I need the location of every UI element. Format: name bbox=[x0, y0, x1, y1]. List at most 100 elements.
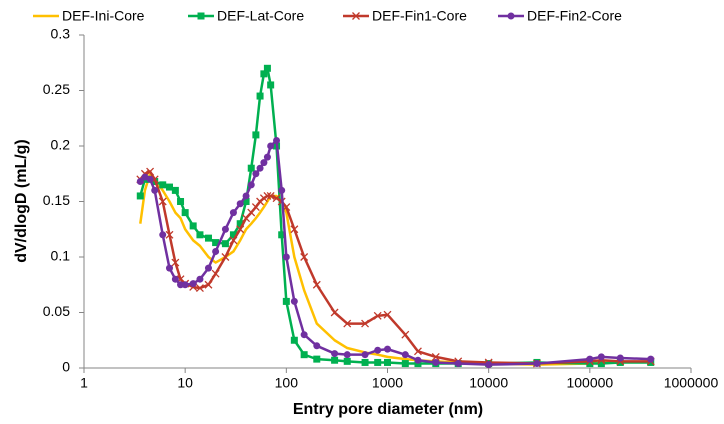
marker bbox=[221, 240, 229, 248]
marker bbox=[414, 356, 422, 364]
x-tick-label: 10 bbox=[177, 375, 193, 391]
marker bbox=[221, 225, 229, 233]
marker bbox=[300, 351, 308, 359]
marker bbox=[597, 353, 605, 361]
marker bbox=[507, 12, 515, 20]
marker bbox=[211, 269, 220, 278]
marker bbox=[290, 297, 298, 305]
marker bbox=[247, 208, 256, 217]
marker bbox=[290, 225, 299, 234]
marker bbox=[374, 358, 382, 366]
marker bbox=[586, 360, 594, 368]
marker bbox=[242, 192, 250, 200]
marker bbox=[361, 358, 369, 366]
marker bbox=[171, 258, 180, 267]
marker bbox=[263, 153, 271, 161]
marker bbox=[267, 142, 275, 150]
y-tick-label: 0.15 bbox=[43, 192, 70, 208]
marker bbox=[485, 361, 493, 369]
marker bbox=[159, 231, 167, 239]
marker bbox=[616, 354, 624, 362]
marker bbox=[189, 222, 197, 230]
series-line bbox=[139, 170, 651, 365]
marker bbox=[373, 311, 382, 320]
marker bbox=[401, 330, 410, 339]
marker bbox=[229, 231, 237, 239]
marker bbox=[361, 351, 369, 359]
marker bbox=[171, 275, 179, 283]
marker bbox=[413, 347, 422, 356]
marker bbox=[343, 357, 351, 365]
marker bbox=[204, 264, 212, 272]
marker bbox=[196, 275, 204, 283]
marker bbox=[383, 310, 392, 319]
marker bbox=[384, 345, 391, 353]
y-axis-title: dV/dlogD (mL/g) bbox=[13, 139, 30, 263]
marker bbox=[313, 355, 321, 363]
marker bbox=[361, 319, 370, 328]
y-tick-label: 0.3 bbox=[51, 26, 71, 42]
marker bbox=[236, 225, 245, 234]
marker bbox=[290, 336, 298, 344]
marker bbox=[165, 230, 174, 239]
marker bbox=[260, 159, 268, 167]
marker bbox=[260, 70, 268, 78]
marker bbox=[256, 164, 264, 172]
marker bbox=[454, 360, 462, 368]
x-tick-label: 1 bbox=[80, 375, 88, 391]
marker bbox=[432, 358, 440, 366]
marker bbox=[312, 280, 321, 289]
marker bbox=[196, 231, 204, 239]
marker bbox=[352, 12, 360, 20]
marker bbox=[189, 280, 197, 288]
marker bbox=[343, 351, 351, 359]
marker bbox=[330, 308, 339, 317]
marker bbox=[242, 198, 250, 205]
marker bbox=[300, 331, 308, 339]
marker bbox=[212, 247, 220, 255]
x-tick-label: 100 bbox=[275, 375, 299, 391]
marker bbox=[343, 319, 352, 328]
marker bbox=[533, 360, 541, 368]
marker bbox=[431, 352, 440, 361]
marker bbox=[331, 356, 339, 364]
marker bbox=[158, 197, 167, 206]
marker bbox=[159, 181, 167, 189]
marker bbox=[165, 183, 173, 191]
marker bbox=[247, 164, 255, 172]
marker bbox=[146, 167, 155, 176]
marker bbox=[267, 81, 275, 89]
marker bbox=[252, 170, 260, 178]
marker bbox=[586, 355, 594, 363]
marker bbox=[221, 253, 230, 261]
marker bbox=[204, 234, 212, 242]
y-tick-label: 0.1 bbox=[51, 248, 71, 264]
x-axis-title: Entry pore diameter (nm) bbox=[293, 401, 483, 418]
marker bbox=[256, 92, 264, 100]
x-tick-label: 10000 bbox=[469, 375, 508, 391]
marker bbox=[181, 209, 189, 217]
marker bbox=[252, 131, 260, 139]
marker bbox=[259, 194, 268, 203]
marker bbox=[300, 253, 309, 261]
x-tick-label: 1000000 bbox=[664, 375, 719, 391]
y-tick-label: 0.25 bbox=[43, 81, 70, 97]
marker bbox=[195, 284, 204, 293]
marker bbox=[146, 175, 154, 183]
marker bbox=[263, 64, 271, 72]
marker bbox=[313, 342, 321, 350]
marker bbox=[136, 192, 144, 200]
marker bbox=[597, 360, 605, 368]
marker bbox=[331, 350, 339, 358]
marker bbox=[266, 191, 275, 200]
legend-label: DEF-Ini-Core bbox=[62, 8, 145, 24]
marker bbox=[282, 253, 290, 261]
marker bbox=[197, 12, 205, 20]
marker bbox=[247, 181, 255, 189]
marker bbox=[212, 239, 220, 247]
marker bbox=[647, 355, 655, 363]
marker bbox=[374, 346, 382, 354]
marker bbox=[229, 209, 237, 217]
marker bbox=[181, 281, 189, 289]
